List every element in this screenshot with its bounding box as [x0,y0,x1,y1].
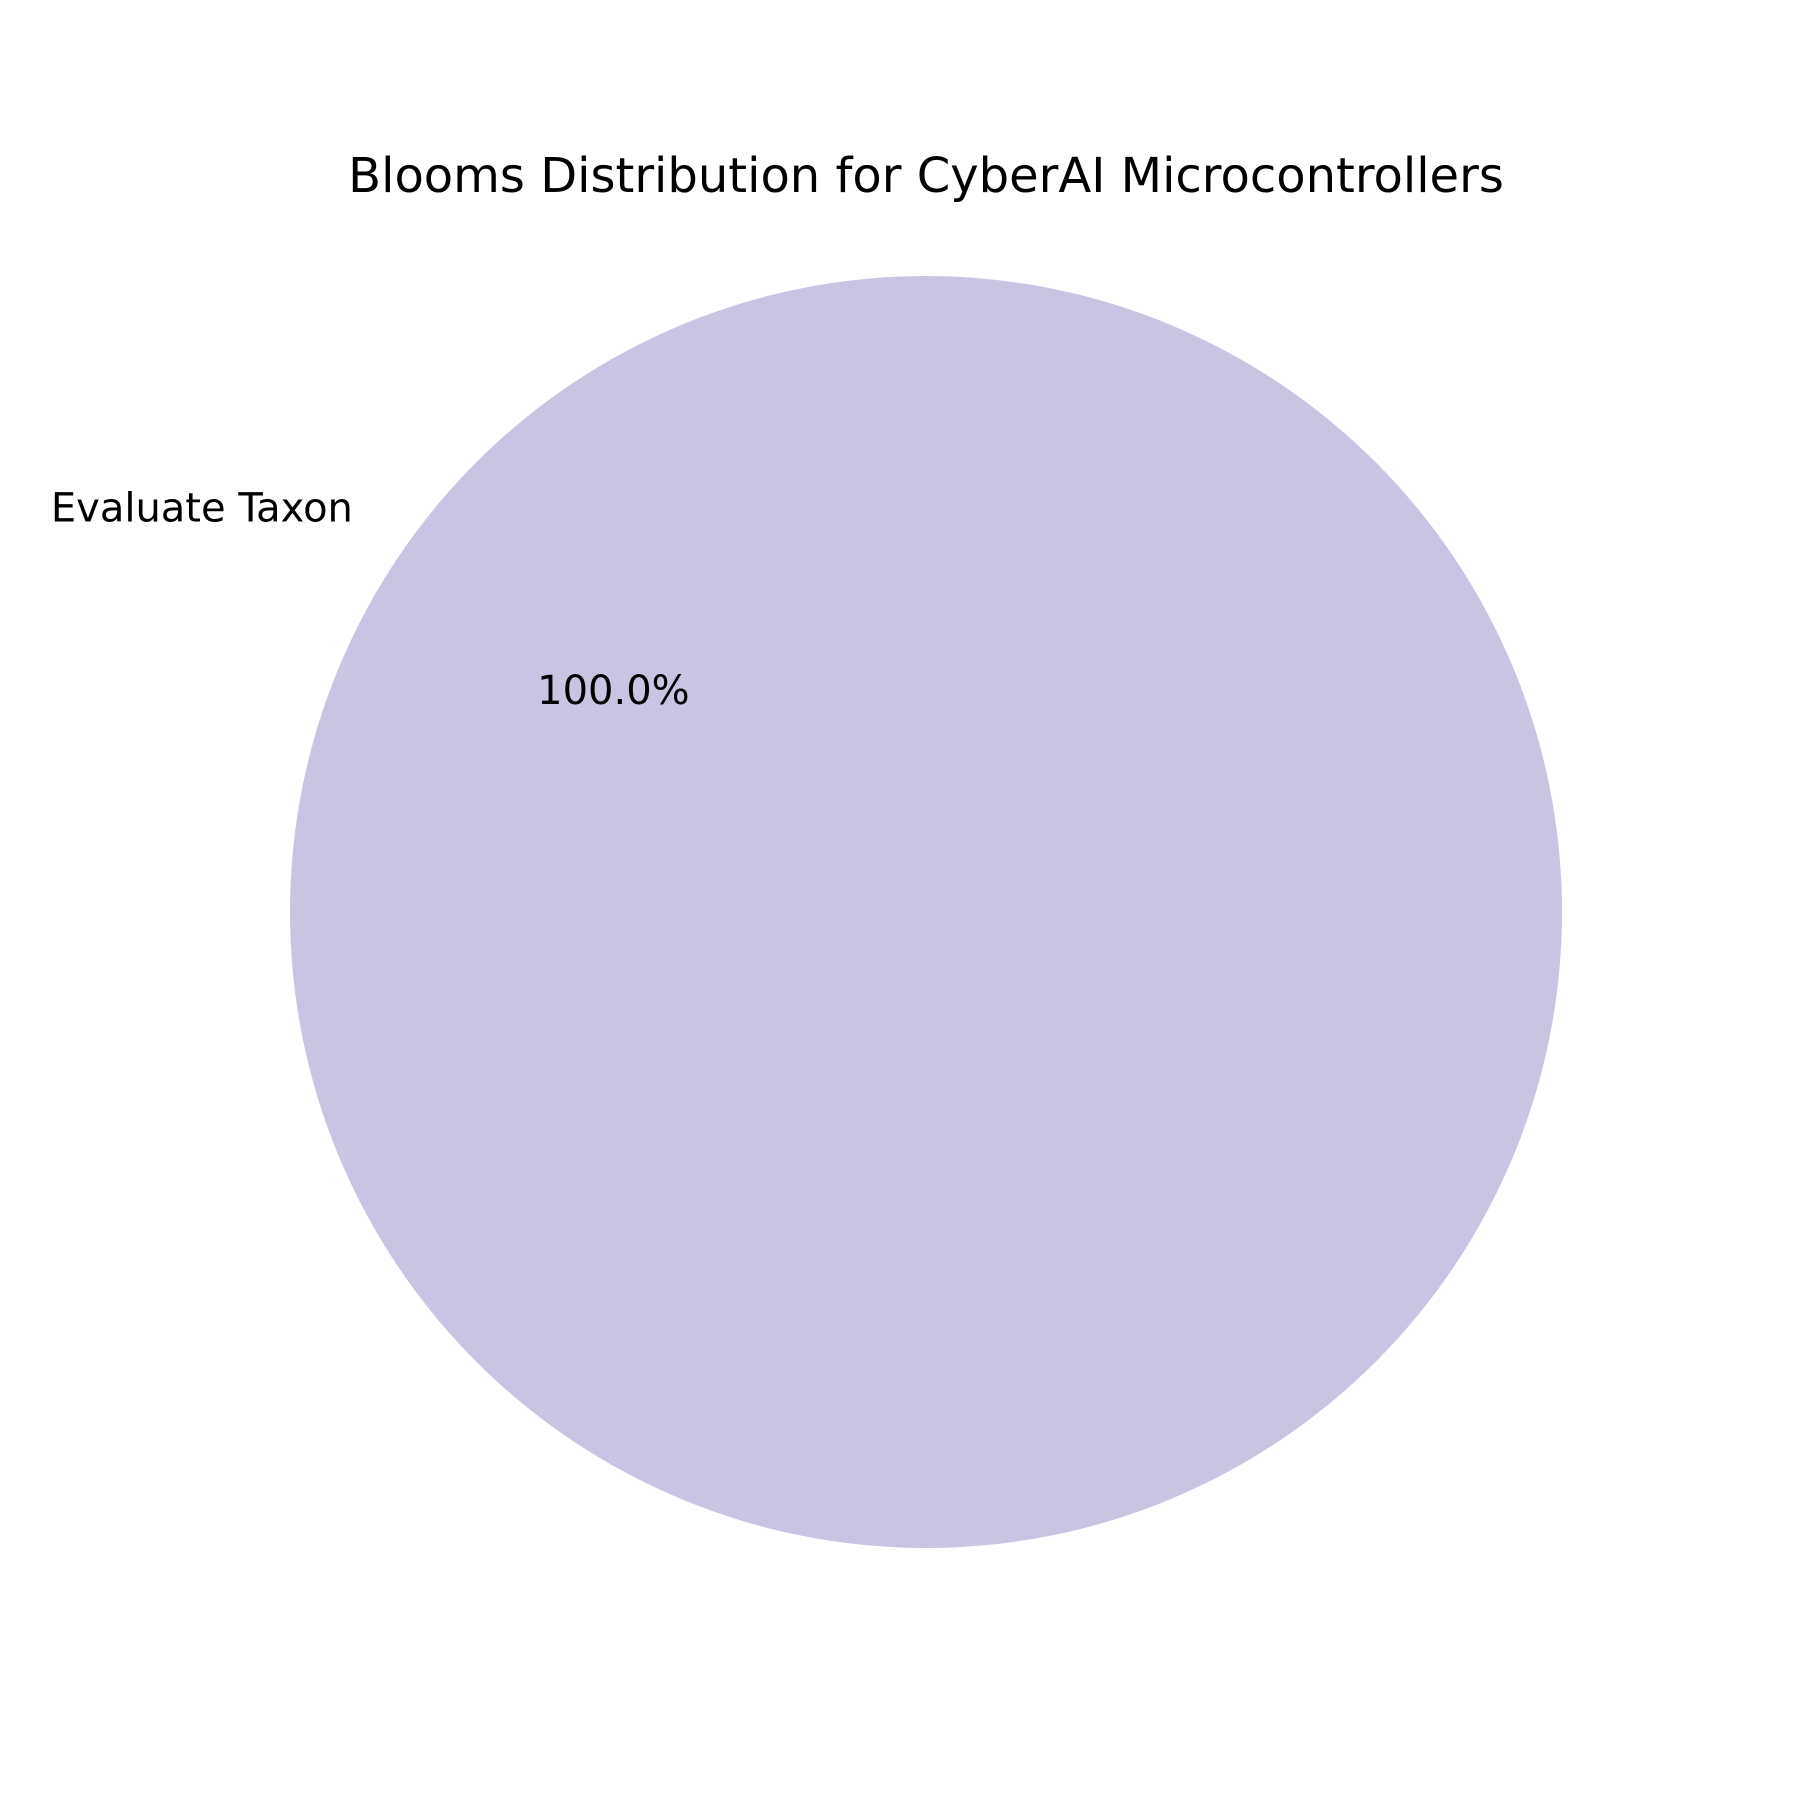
slice-percent-label-0: 100.0% [537,668,690,714]
pie-labels: Evaluate Taxon 100.0% [51,486,690,714]
chart-title: Blooms Distribution for CyberAI Microcon… [348,148,1504,204]
slice-label-0: Evaluate Taxon [51,486,353,532]
pie-slices [290,276,1562,1548]
pie-slice-0 [290,276,1562,1548]
